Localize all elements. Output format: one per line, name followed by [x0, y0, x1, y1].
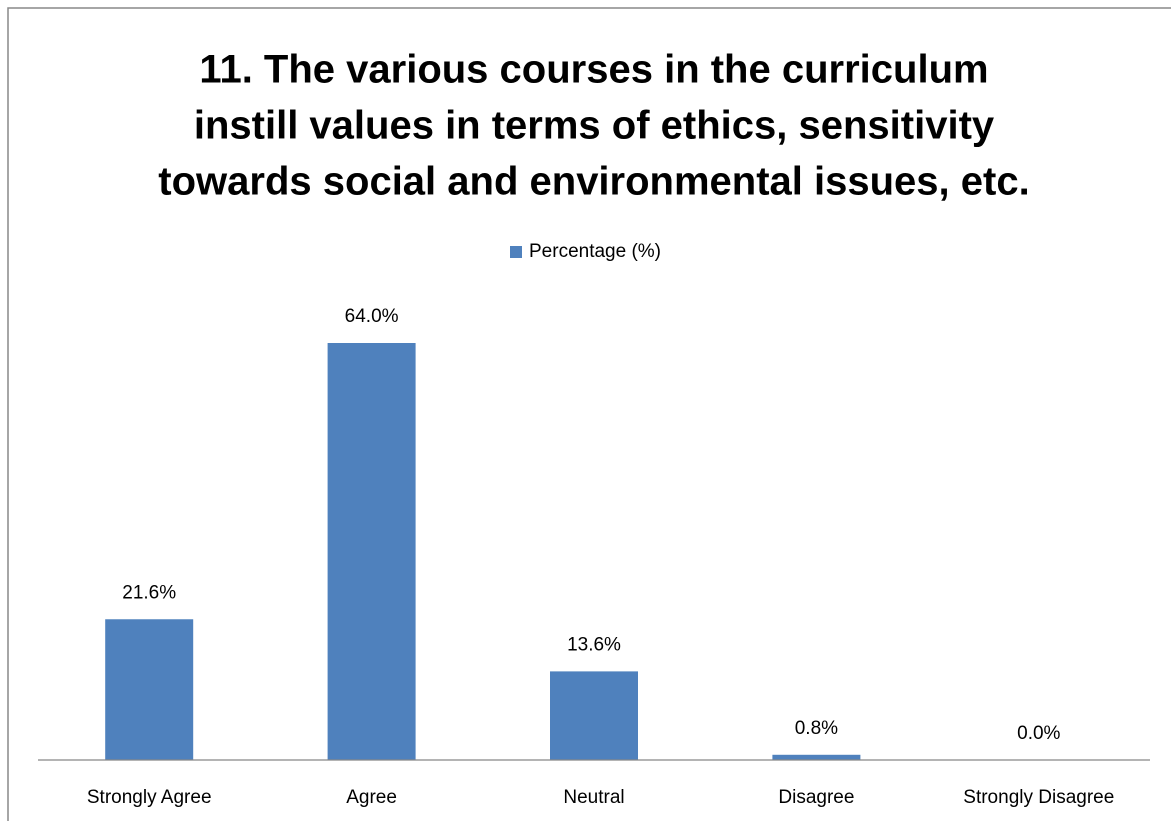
- x-tick-label: Strongly Agree: [87, 787, 212, 808]
- bar: [327, 343, 416, 760]
- chart-title: 11. The various courses in the curriculu…: [199, 48, 988, 92]
- x-tick-label: Disagree: [778, 787, 854, 808]
- x-tick-label: Agree: [346, 787, 397, 808]
- bar: [772, 754, 861, 760]
- data-label: 13.6%: [567, 634, 621, 655]
- x-tick-label: Strongly Disagree: [963, 787, 1114, 808]
- legend-swatch: [510, 246, 522, 258]
- bar: [550, 671, 638, 760]
- chart-title: instill values in terms of ethics, sensi…: [194, 104, 995, 148]
- chart-title: towards social and environmental issues,…: [158, 160, 1029, 204]
- data-label: 0.8%: [795, 718, 838, 739]
- data-label: 21.6%: [122, 582, 176, 603]
- bar: [105, 619, 194, 760]
- x-tick-label: Neutral: [563, 787, 624, 808]
- legend-label: Percentage (%): [529, 241, 661, 262]
- data-label: 64.0%: [345, 306, 399, 327]
- data-label: 0.0%: [1017, 723, 1060, 744]
